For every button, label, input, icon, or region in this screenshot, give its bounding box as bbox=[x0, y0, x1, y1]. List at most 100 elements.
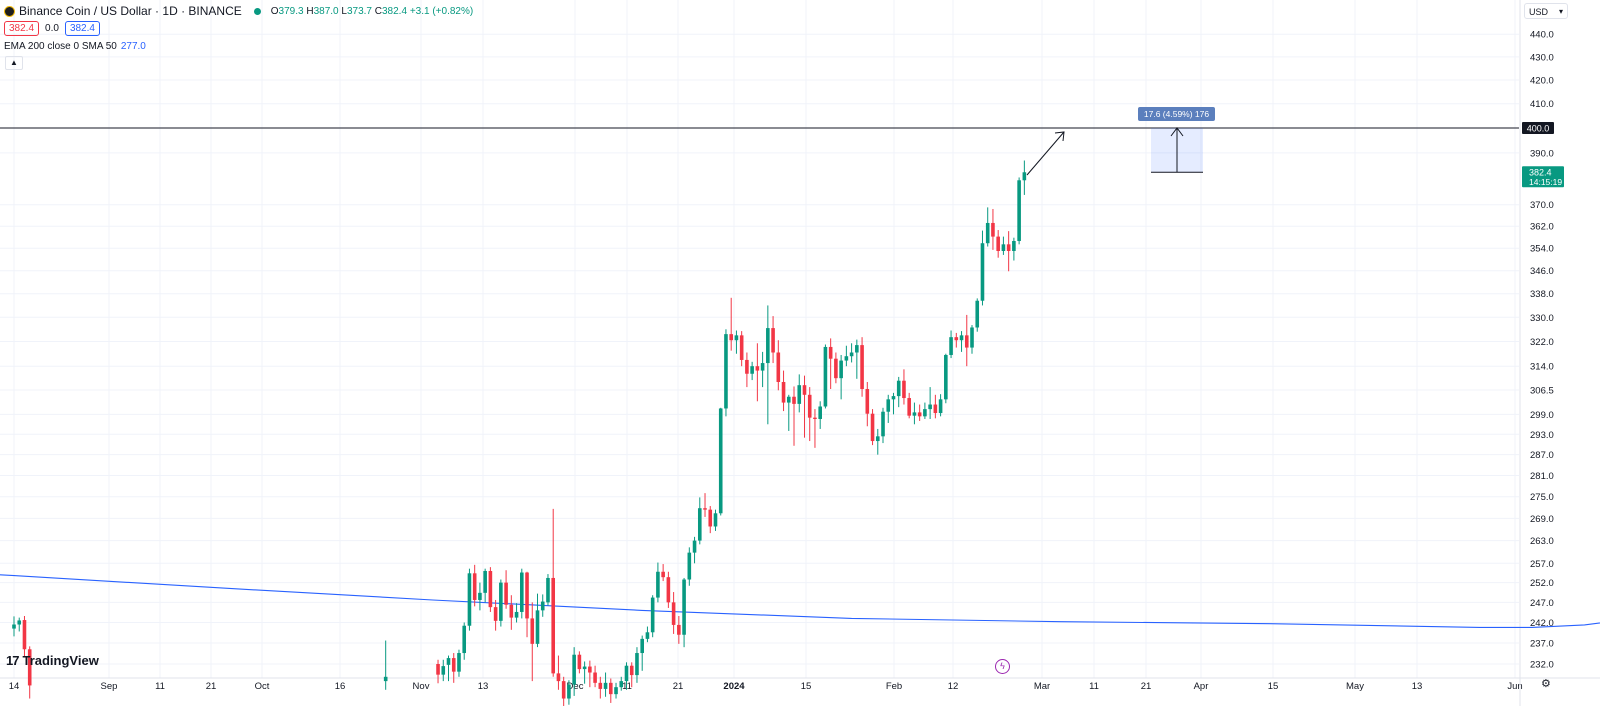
candle-body bbox=[462, 625, 467, 654]
x-tick-label: 15 bbox=[1268, 681, 1279, 692]
candle-body bbox=[928, 404, 932, 410]
candle-body bbox=[870, 413, 875, 442]
candle-body bbox=[467, 573, 472, 626]
candle-body bbox=[745, 359, 749, 374]
x-tick-label: 16 bbox=[335, 681, 346, 692]
candle-body bbox=[577, 654, 582, 670]
candle-body bbox=[603, 682, 608, 689]
candle-body bbox=[441, 666, 446, 675]
candle-body bbox=[985, 222, 990, 244]
candle-body bbox=[677, 624, 681, 635]
candle-body bbox=[917, 412, 922, 417]
y-tick-label: 293.0 bbox=[1530, 430, 1554, 441]
x-tick-label: Sep bbox=[101, 681, 118, 692]
candle-body bbox=[519, 572, 524, 612]
candle-body bbox=[504, 582, 508, 605]
candle-body bbox=[661, 571, 665, 578]
candle-body bbox=[949, 337, 953, 355]
trend-arrow-head bbox=[1054, 131, 1065, 142]
candle-body bbox=[839, 360, 843, 379]
y-tick-label: 252.0 bbox=[1530, 578, 1554, 589]
candle-body bbox=[666, 577, 671, 603]
tradingview-mark-icon: 17 bbox=[6, 653, 20, 668]
candle-body bbox=[959, 335, 964, 341]
candle-body bbox=[656, 571, 660, 598]
spread-value: 0.0 bbox=[45, 23, 59, 34]
x-tick-label: 21 bbox=[206, 681, 217, 692]
candle-body bbox=[912, 412, 917, 416]
candle-body bbox=[1001, 244, 1006, 251]
candle-body bbox=[708, 509, 713, 527]
horizontal-line-price-label: 400.0 bbox=[1527, 124, 1550, 134]
indicator-label: EMA 200 close 0 SMA 50 bbox=[4, 41, 117, 52]
x-tick-label: Dec bbox=[567, 681, 584, 692]
x-tick-label: Mar bbox=[1034, 681, 1050, 692]
candle-body bbox=[635, 653, 639, 676]
candle-body bbox=[12, 624, 16, 629]
candle-body bbox=[860, 345, 864, 390]
x-tick-label: 12 bbox=[948, 681, 959, 692]
ohlc-low-key: L bbox=[341, 5, 347, 17]
candle-body bbox=[938, 399, 943, 414]
tradingview-logo[interactable]: 17 TradingView bbox=[6, 653, 99, 668]
candle-body bbox=[682, 579, 686, 635]
trade-price-boxes: 382.4 0.0 382.4 bbox=[4, 21, 100, 36]
candle-body bbox=[493, 607, 498, 621]
candle-body bbox=[551, 577, 556, 674]
candle-body bbox=[855, 345, 859, 353]
indicator-value: 277.0 bbox=[120, 41, 146, 52]
buy-price-button[interactable]: 382.4 bbox=[64, 21, 100, 36]
indicator-legend[interactable]: EMA 200 close 0 SMA 50 277.0 bbox=[4, 41, 146, 52]
candle-body bbox=[923, 409, 927, 417]
candle-body bbox=[383, 676, 388, 682]
candle-body bbox=[891, 396, 896, 400]
candle-body bbox=[755, 366, 760, 371]
candle-body bbox=[457, 653, 461, 672]
bnb-coin-icon bbox=[4, 5, 15, 17]
trend-arrow-line bbox=[1026, 131, 1065, 176]
gear-icon[interactable]: ⚙ bbox=[1541, 678, 1551, 690]
countdown-label: 14:15:19 bbox=[1529, 177, 1562, 187]
candle-body bbox=[530, 618, 535, 644]
x-tick-label: 11 bbox=[1089, 681, 1099, 692]
candle-body bbox=[849, 352, 854, 357]
x-tick-label: 13 bbox=[478, 681, 489, 692]
candle-body bbox=[896, 380, 901, 397]
currency-selector[interactable]: USD ▾ bbox=[1524, 3, 1568, 19]
price-range-arrowhead bbox=[1170, 127, 1184, 137]
market-open-icon bbox=[253, 7, 261, 15]
x-tick-label: 21 bbox=[673, 681, 684, 692]
candle-body bbox=[776, 352, 781, 382]
candle-body bbox=[582, 666, 587, 670]
price-range-label: 17.6 (4.59%) 176 bbox=[1144, 109, 1209, 119]
candle-body bbox=[1012, 241, 1016, 251]
y-tick-label: 354.0 bbox=[1530, 244, 1554, 255]
y-tick-label: 275.0 bbox=[1530, 492, 1554, 503]
last-price-label: 382.4 bbox=[1529, 167, 1552, 177]
y-tick-label: 232.0 bbox=[1530, 660, 1554, 671]
logo-text: TradingView bbox=[22, 653, 99, 668]
y-tick-label: 299.0 bbox=[1530, 410, 1554, 421]
candle-body bbox=[446, 658, 451, 665]
candle-body bbox=[907, 398, 911, 416]
candle-body bbox=[980, 243, 985, 301]
y-tick-label: 281.0 bbox=[1530, 471, 1554, 482]
candle-body bbox=[22, 620, 27, 650]
candle-body bbox=[535, 610, 540, 644]
chevron-up-icon[interactable]: ▲ bbox=[5, 56, 23, 70]
candle-body bbox=[760, 363, 765, 371]
candle-body bbox=[944, 354, 948, 400]
candle-body bbox=[881, 411, 885, 437]
x-tick-label: 2024 bbox=[723, 681, 745, 692]
x-tick-label: Nov bbox=[413, 681, 430, 692]
candle-body bbox=[624, 665, 629, 682]
ema-line bbox=[0, 574, 1600, 628]
candle-body bbox=[766, 328, 770, 364]
candle-body bbox=[844, 356, 849, 361]
lightning-icon[interactable]: ϟ bbox=[995, 659, 1010, 674]
candle-body bbox=[991, 222, 995, 237]
candle-body bbox=[608, 682, 613, 695]
symbol-title[interactable]: Binance Coin / US Dollar · 1D · BINANCE bbox=[19, 4, 242, 18]
sell-price-button[interactable]: 382.4 bbox=[4, 21, 40, 36]
